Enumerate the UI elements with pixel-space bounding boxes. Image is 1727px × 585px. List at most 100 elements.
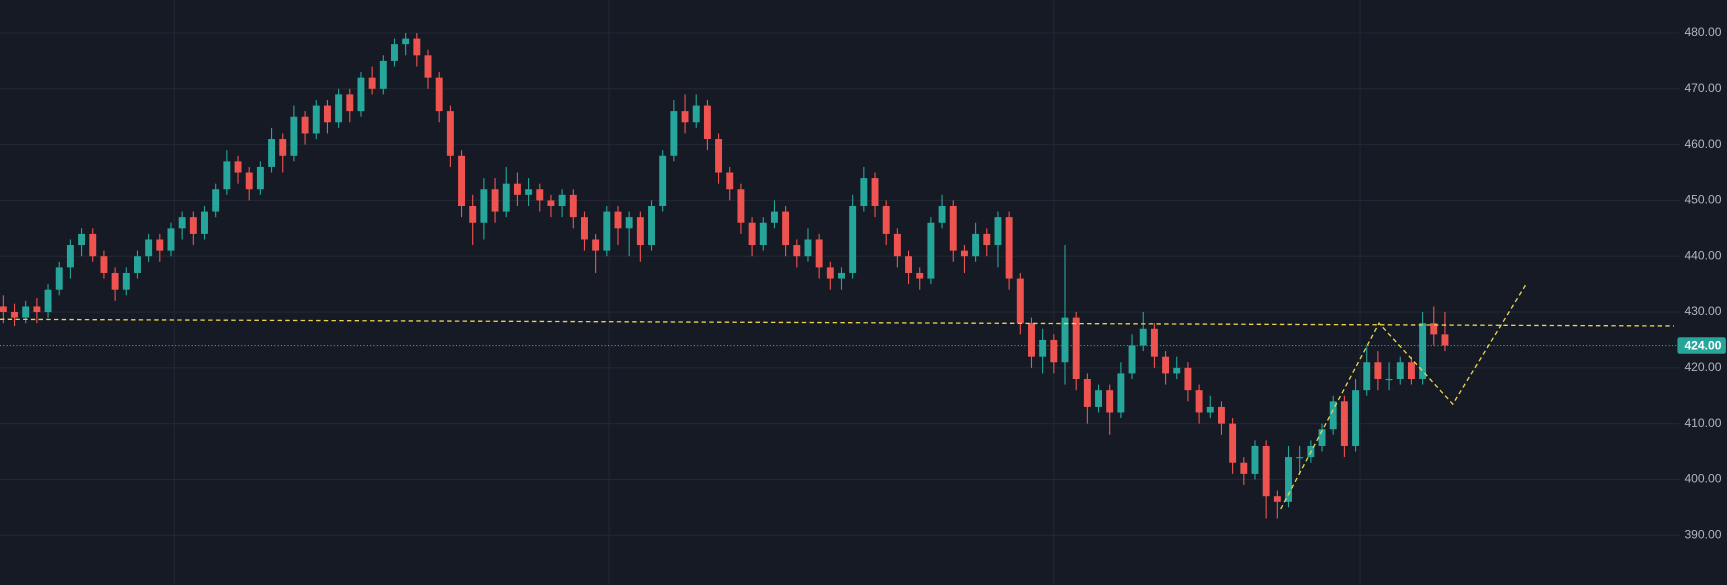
- candle-body: [1240, 462, 1248, 474]
- y-tick-label: 480.00: [1684, 25, 1721, 39]
- candle-body: [1150, 328, 1158, 357]
- candle-body: [1005, 217, 1013, 279]
- candle-body: [1251, 445, 1259, 474]
- candle-body: [625, 217, 633, 229]
- candle-body: [111, 272, 119, 290]
- candle-body: [1441, 334, 1449, 346]
- candle-body: [234, 161, 242, 173]
- candle-body: [458, 155, 466, 207]
- candle-body: [368, 77, 376, 89]
- candle-body: [681, 111, 689, 123]
- candle-body: [256, 166, 264, 190]
- candle-body: [692, 105, 700, 123]
- candle-body: [491, 189, 499, 212]
- candle-body: [938, 206, 946, 223]
- candle-body: [33, 306, 41, 313]
- candle-body: [1262, 445, 1270, 497]
- candle-body: [245, 172, 253, 190]
- candle-body: [1061, 317, 1069, 363]
- candle-body: [1016, 278, 1024, 324]
- candle-body: [1273, 496, 1281, 502]
- candle-body: [480, 189, 488, 223]
- trend-drawing: [0, 318, 1675, 327]
- last-price-box: [1677, 337, 1726, 354]
- candle-body: [1184, 367, 1192, 391]
- candle-body: [525, 189, 533, 195]
- candle-body: [66, 245, 74, 268]
- candle-body: [78, 233, 86, 246]
- candle-body: [1162, 356, 1170, 374]
- candle-body: [815, 239, 823, 268]
- candle-body: [1139, 328, 1147, 346]
- candle-body: [346, 94, 354, 112]
- candle-body: [323, 105, 331, 123]
- candle-body: [89, 233, 97, 257]
- candle-body: [558, 194, 566, 207]
- candle-body: [659, 155, 667, 207]
- candle-body: [1028, 323, 1035, 357]
- trend-drawing: [1280, 284, 1526, 510]
- y-tick-label: 400.00: [1684, 472, 1721, 486]
- candle-body: [636, 217, 644, 246]
- candle-body: [1385, 378, 1393, 381]
- candle-body: [301, 116, 309, 134]
- candle-body: [133, 256, 141, 273]
- candle-body: [1095, 390, 1102, 407]
- candle-body: [782, 211, 790, 246]
- candle-body: [167, 228, 175, 251]
- candle-body: [379, 60, 387, 89]
- candle-body: [1363, 362, 1371, 391]
- candle-body: [871, 178, 879, 207]
- y-tick-label: 440.00: [1684, 248, 1721, 262]
- candle-body: [737, 189, 745, 223]
- candle-body: [1173, 367, 1181, 374]
- candle-body: [55, 267, 63, 290]
- candle-body: [614, 211, 622, 229]
- candle-body: [391, 44, 398, 61]
- candle-body: [849, 206, 857, 273]
- candle-body: [11, 312, 18, 318]
- candle-body: [1206, 406, 1214, 413]
- candle-body: [1329, 401, 1337, 430]
- y-tick-label: 450.00: [1684, 193, 1721, 207]
- candle-body: [1318, 429, 1326, 446]
- candle-body: [212, 189, 220, 212]
- candle-body: [860, 178, 868, 207]
- y-tick-label: 460.00: [1684, 137, 1721, 151]
- candle-body: [22, 306, 30, 318]
- y-tick-label: 420.00: [1684, 360, 1721, 374]
- candle-body: [994, 217, 1002, 246]
- candle-body: [0, 306, 7, 313]
- candle-body: [748, 222, 756, 246]
- candle-body: [1106, 390, 1114, 413]
- candle-body: [156, 239, 164, 251]
- candle-body: [1229, 423, 1237, 463]
- candle-body: [122, 272, 130, 290]
- candle-body: [536, 189, 544, 201]
- candle-body: [424, 55, 432, 78]
- candle-body: [435, 77, 443, 112]
- candle-body: [592, 239, 600, 251]
- y-tick-label: 410.00: [1684, 416, 1721, 430]
- candle-body: [1217, 406, 1225, 424]
- candle-body: [1128, 345, 1136, 374]
- candle-body: [703, 105, 711, 140]
- candle-body: [469, 206, 477, 223]
- candle-body: [178, 217, 186, 229]
- candle-body: [893, 233, 901, 257]
- candle-body: [670, 111, 678, 156]
- candle-body: [268, 139, 276, 167]
- candle-body: [446, 111, 454, 156]
- candle-body: [357, 77, 365, 112]
- candle-body: [145, 239, 153, 257]
- candle-body: [1430, 323, 1438, 335]
- candle-body: [1419, 323, 1427, 379]
- candle-body: [726, 172, 734, 190]
- candle-body: [201, 211, 208, 234]
- candle-body: [312, 105, 320, 134]
- candle-body: [648, 206, 655, 246]
- candle-body: [1195, 390, 1203, 413]
- candle-body: [1285, 457, 1292, 502]
